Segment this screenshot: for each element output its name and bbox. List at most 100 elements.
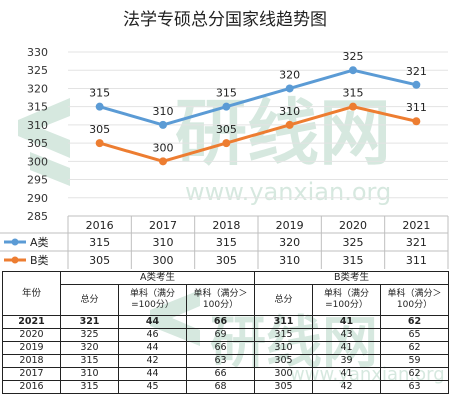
x-tick-label: 2019 [276,219,304,232]
chart-title: 法学专硕总分国家线趋势图 [123,10,327,30]
cell-a-s1: 46 [118,328,187,342]
cell-a-s1: 45 [118,380,187,394]
cell-a-s2: 69 [186,328,255,342]
cell-a-s2: 68 [186,380,255,394]
cell-a-s1: 44 [118,341,187,355]
cell-b-total: 305 [254,354,313,368]
table-value: 311 [406,254,427,267]
cell-b-s2: 62 [379,367,450,381]
a-single-100-header: 单科（满分=100分） [118,284,187,316]
cell-a-s2: 63 [186,354,255,368]
cell-year: 2020 [2,328,61,342]
cell-b-s1: 41 [312,367,381,381]
data-label: 305 [89,123,110,136]
series-line-a [99,68,417,127]
data-label: 311 [406,101,427,114]
table-value: 315 [89,236,110,249]
cell-a-s1: 42 [118,354,187,368]
data-point [285,84,294,93]
y-tick-label: 320 [27,82,48,95]
x-tick-label: 2018 [212,219,240,232]
cell-a-s2: 66 [186,341,255,355]
data-label: 310 [153,105,174,118]
cell-b-total: 300 [254,367,313,381]
table-row: 2016 315 45 68 305 42 63 [2,380,450,394]
data-point [412,117,421,126]
a-total-header: 总分 [60,284,119,316]
data-point [95,102,104,111]
data-point [95,139,104,148]
year-header: 年份 [2,271,61,316]
data-point [349,102,357,111]
y-tick-label: 295 [27,174,48,187]
data-point [222,102,231,111]
cell-year: 2019 [2,341,61,355]
table-value: 325 [343,236,364,249]
cell-b-total: 310 [254,341,313,355]
data-label: 315 [343,87,364,100]
data-point [285,120,294,129]
y-tick-label: 305 [27,137,48,150]
table-value: 310 [153,236,174,249]
table-value: 310 [279,254,300,267]
table-value: 320 [279,236,300,249]
legend-label: B类 [30,253,49,267]
cell-b-s2: 62 [379,341,450,355]
cell-a-total: 310 [60,367,119,381]
y-tick-label: 325 [27,64,48,77]
cell-b-s1: 39 [312,354,381,368]
data-label: 315 [89,87,110,100]
cell-b-total: 305 [254,380,313,394]
cell-year: 2018 [2,354,61,368]
y-tick-label: 310 [27,119,48,132]
data-point [349,66,357,75]
table-value: 305 [216,254,237,267]
cell-a-s2: 66 [186,367,255,381]
y-tick-label: 330 [27,46,48,59]
table-row: 2019 320 44 66 310 41 62 [2,341,450,355]
b-total-header: 总分 [254,284,313,316]
data-label: 320 [279,68,300,81]
y-tick-label: 315 [27,101,48,114]
legend-label: A类 [30,235,49,249]
table-value: 321 [406,236,427,249]
a-single-over100-header: 单科（满分＞100分） [186,284,255,316]
line-chart: 法学专硕总分国家线趋势图 285 290 295 300 305 310 315 320 325… [0,10,449,269]
legend-marker [11,238,19,246]
cell-a-total: 325 [60,328,119,342]
cell-b-s1: 42 [312,380,381,394]
cell-a-s1: 44 [118,315,187,329]
cell-b-s2: 59 [379,354,450,368]
table-value: 315 [216,236,237,249]
series-line-b [99,105,417,163]
data-label: 310 [279,105,300,118]
cell-year: 2021 [2,315,61,329]
data-point [159,157,167,166]
data-point [159,120,167,129]
table-value: 315 [343,254,364,267]
y-tick-label: 285 [27,210,48,223]
data-label: 325 [343,50,364,63]
cell-b-s1: 41 [312,341,381,355]
table-row: 2018 315 42 63 305 39 59 [2,354,450,368]
y-tick-label: 290 [27,192,48,205]
cell-a-s2: 66 [186,315,255,329]
cell-a-total: 321 [60,315,119,329]
data-point [222,139,231,148]
group-b-header: B类考生 [253,271,450,285]
cell-a-s1: 44 [118,367,187,381]
table-value: 300 [153,254,174,267]
table-row: 2021 321 44 66 311 41 62 [2,315,450,329]
y-tick-label: 300 [27,155,48,168]
cell-year: 2017 [2,367,61,381]
table-row: 2017 310 44 66 300 41 62 [2,367,450,381]
cell-b-s2: 62 [379,315,450,329]
x-tick-label: 2016 [86,219,114,232]
data-label: 315 [216,87,237,100]
cell-a-total: 315 [60,354,119,368]
table-value: 305 [89,254,110,267]
legend-marker [11,256,19,264]
data-point [412,80,421,89]
cell-year: 2016 [2,380,61,394]
table-row: 2020 325 46 69 315 43 65 [2,328,450,342]
